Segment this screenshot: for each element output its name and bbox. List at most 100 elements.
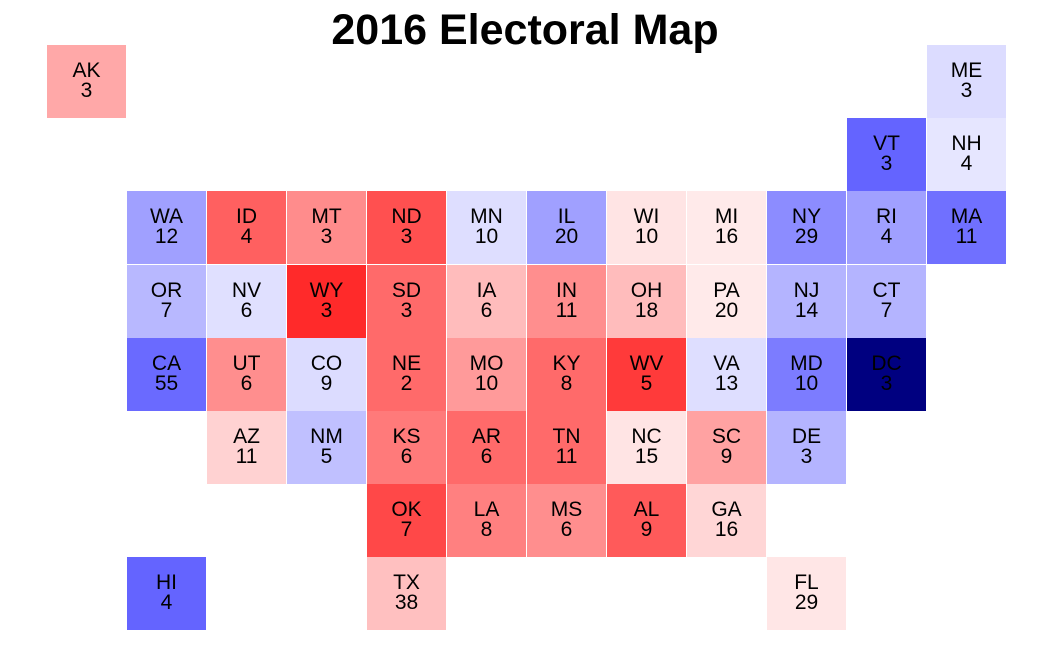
- electoral-votes: 3: [80, 78, 93, 102]
- electoral-votes: 5: [320, 444, 333, 468]
- electoral-votes: 11: [955, 224, 978, 248]
- state-abbr: SC: [711, 424, 742, 448]
- electoral-votes: 11: [235, 444, 258, 468]
- electoral-votes: 29: [794, 224, 819, 248]
- state-tile-ms: MS 6: [527, 484, 606, 557]
- state-tile-ga: GA 16: [687, 484, 766, 557]
- state-abbr: IL: [557, 204, 576, 228]
- state-abbr: WY: [309, 278, 344, 302]
- state-tile-ne: NE 2: [367, 338, 446, 411]
- electoral-votes: 10: [474, 371, 499, 395]
- state-tile-nj: NJ 14: [767, 265, 846, 338]
- electoral-votes: 3: [400, 224, 413, 248]
- map-title: 2016 Electoral Map: [331, 6, 719, 54]
- electoral-votes: 20: [554, 224, 579, 248]
- state-abbr: RI: [876, 204, 897, 228]
- state-abbr: WV: [629, 351, 664, 375]
- electoral-votes: 15: [634, 444, 659, 468]
- state-tile-co: CO 9: [287, 338, 366, 411]
- state-tile-az: AZ 11: [207, 411, 286, 484]
- state-abbr: NH: [951, 131, 982, 155]
- state-abbr: NJ: [793, 278, 820, 302]
- state-abbr: FL: [794, 570, 819, 594]
- electoral-votes: 7: [160, 298, 173, 322]
- electoral-votes: 7: [400, 517, 413, 541]
- state-tile-al: AL 9: [607, 484, 686, 557]
- state-tile-or: OR 7: [127, 265, 206, 338]
- electoral-votes: 10: [794, 371, 819, 395]
- state-abbr: DE: [791, 424, 822, 448]
- state-abbr: NV: [231, 278, 262, 302]
- state-tile-mt: MT 3: [287, 191, 366, 264]
- state-tile-hi: HI 4: [127, 557, 206, 630]
- state-tile-ct: CT 7: [847, 265, 926, 338]
- state-abbr: LA: [473, 497, 500, 521]
- electoral-votes: 14: [794, 298, 819, 322]
- state-tile-wi: WI 10: [607, 191, 686, 264]
- state-abbr: ID: [236, 204, 257, 228]
- state-tile-ma: MA 11: [927, 191, 1006, 264]
- electoral-votes: 3: [800, 444, 813, 468]
- state-tile-ks: KS 6: [367, 411, 446, 484]
- state-tile-ky: KY 8: [527, 338, 606, 411]
- electoral-votes: 6: [480, 444, 493, 468]
- state-abbr: DC: [871, 351, 902, 375]
- state-tile-ia: IA 6: [447, 265, 526, 338]
- state-abbr: MT: [311, 204, 342, 228]
- state-abbr: PA: [713, 278, 740, 302]
- state-abbr: MD: [790, 351, 823, 375]
- state-abbr: MN: [470, 204, 503, 228]
- electoral-votes: 8: [560, 371, 573, 395]
- state-tile-ut: UT 6: [207, 338, 286, 411]
- state-abbr: CA: [151, 351, 182, 375]
- state-tile-pa: PA 20: [687, 265, 766, 338]
- state-tile-ca: CA 55: [127, 338, 206, 411]
- electoral-votes: 10: [474, 224, 499, 248]
- state-tile-oh: OH 18: [607, 265, 686, 338]
- electoral-votes: 12: [154, 224, 179, 248]
- electoral-votes: 16: [714, 224, 739, 248]
- state-tile-de: DE 3: [767, 411, 846, 484]
- electoral-votes: 38: [394, 590, 419, 614]
- state-tile-nm: NM 5: [287, 411, 366, 484]
- state-abbr: KS: [392, 424, 421, 448]
- state-tile-mn: MN 10: [447, 191, 526, 264]
- electoral-votes: 6: [400, 444, 413, 468]
- electoral-votes: 5: [640, 371, 653, 395]
- state-tile-in: IN 11: [527, 265, 606, 338]
- electoral-votes: 4: [160, 590, 173, 614]
- electoral-votes: 3: [400, 298, 413, 322]
- state-tile-il: IL 20: [527, 191, 606, 264]
- state-abbr: ND: [391, 204, 422, 228]
- state-abbr: AK: [72, 58, 101, 82]
- state-abbr: CT: [872, 278, 901, 302]
- electoral-votes: 3: [320, 224, 333, 248]
- electoral-votes: 3: [880, 151, 893, 175]
- state-tile-wa: WA 12: [127, 191, 206, 264]
- electoral-votes: 55: [154, 371, 179, 395]
- state-tile-mo: MO 10: [447, 338, 526, 411]
- state-abbr: UT: [232, 351, 261, 375]
- state-tile-tn: TN 11: [527, 411, 606, 484]
- electoral-votes: 6: [240, 298, 253, 322]
- state-abbr: MA: [950, 204, 983, 228]
- electoral-votes: 8: [480, 517, 493, 541]
- electoral-votes: 4: [240, 224, 253, 248]
- electoral-votes: 9: [320, 371, 333, 395]
- state-abbr: AZ: [233, 424, 260, 448]
- state-tile-ar: AR 6: [447, 411, 526, 484]
- electoral-votes: 4: [960, 151, 973, 175]
- electoral-votes: 10: [634, 224, 659, 248]
- state-tile-nc: NC 15: [607, 411, 686, 484]
- state-abbr: GA: [711, 497, 742, 521]
- state-tile-nh: NH 4: [927, 118, 1006, 191]
- state-tile-mi: MI 16: [687, 191, 766, 264]
- state-tile-ny: NY 29: [767, 191, 846, 264]
- electoral-votes: 6: [240, 371, 253, 395]
- state-abbr: VA: [713, 351, 740, 375]
- state-abbr: MS: [550, 497, 583, 521]
- state-abbr: IN: [556, 278, 577, 302]
- state-abbr: OK: [391, 497, 422, 521]
- electoral-votes: 3: [880, 371, 893, 395]
- state-abbr: NC: [631, 424, 662, 448]
